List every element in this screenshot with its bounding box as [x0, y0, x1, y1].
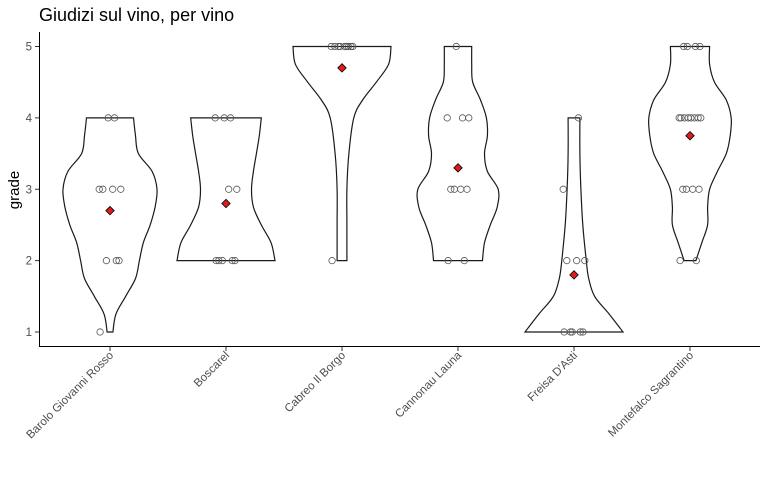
data-point [99, 185, 107, 193]
data-point [581, 257, 589, 265]
data-point [452, 42, 460, 51]
violins-layer [62, 45, 733, 333]
mean-marker [221, 198, 231, 209]
data-point [220, 114, 228, 122]
data-point [573, 257, 581, 265]
data-point [327, 42, 335, 51]
y-tick-label: 1 [26, 327, 32, 339]
data-point [447, 185, 455, 193]
y-axis-title: grade [6, 171, 23, 209]
data-point [559, 185, 567, 193]
data-point [691, 42, 700, 51]
data-point [231, 257, 239, 265]
y-tick-label: 5 [26, 42, 32, 54]
data-point [112, 257, 120, 265]
data-point [682, 185, 691, 193]
data-point [566, 328, 575, 336]
data-point [228, 257, 236, 265]
data-point [233, 185, 241, 193]
mean-marker [453, 163, 463, 173]
data-point [465, 114, 473, 122]
y-ticks-layer: 1 2 3 4 5 [26, 42, 39, 339]
data-point [579, 328, 587, 336]
data-point [215, 257, 223, 265]
data-point [457, 185, 465, 193]
y-tick-label: 4 [26, 113, 33, 125]
data-point [102, 257, 111, 265]
data-point [689, 185, 697, 193]
violin-1 [176, 117, 276, 262]
points-layer [95, 42, 705, 336]
violin-0 [62, 117, 158, 333]
data-point [676, 257, 684, 265]
data-point [684, 114, 692, 122]
x-tick-label: Montefalco Sagrantino [606, 350, 696, 440]
x-tick-label: Barolo Giovanni Rosso [24, 350, 116, 442]
data-point [683, 42, 691, 51]
data-point [104, 114, 112, 122]
data-point [692, 257, 700, 265]
data-point [694, 114, 702, 122]
data-point [344, 42, 352, 51]
means-layer [105, 63, 695, 280]
x-tick-label: Boscarel [192, 350, 232, 390]
data-point [679, 185, 687, 193]
data-point [460, 257, 468, 265]
x-tick-label: Cannonau Launa [393, 349, 464, 420]
y-tick-label: 2 [26, 256, 32, 268]
mean-marker [105, 205, 115, 216]
data-point [443, 114, 451, 122]
data-point [568, 328, 576, 336]
data-point [115, 257, 123, 265]
mean-marker [685, 130, 695, 141]
violin-3 [416, 45, 500, 262]
data-point [341, 42, 349, 51]
data-point [574, 114, 583, 122]
data-point [675, 114, 683, 122]
mean-marker [569, 270, 579, 280]
data-point [458, 114, 467, 122]
data-point [211, 114, 219, 122]
mean-marker [337, 63, 347, 73]
data-point [680, 42, 688, 51]
data-point [687, 114, 695, 122]
chart-title: Giudizi sul vino, per vino [39, 5, 235, 25]
violin-2 [292, 45, 392, 262]
data-point [117, 185, 125, 193]
data-point [576, 328, 584, 336]
x-ticks-layer: Barolo Giovanni Rosso Boscarel Cabreo Il B… [24, 347, 696, 441]
data-point [218, 257, 226, 265]
data-point [677, 114, 685, 122]
data-point [95, 185, 103, 193]
violin-5 [647, 45, 733, 262]
violin-4 [523, 117, 625, 333]
data-point [225, 185, 233, 193]
data-point [695, 185, 703, 193]
data-point [328, 257, 336, 265]
data-point [96, 328, 104, 336]
data-point [336, 42, 344, 51]
data-point [109, 185, 117, 193]
data-point [331, 42, 339, 51]
axes-layer [39, 32, 760, 347]
data-point [444, 257, 452, 265]
y-tick-label: 3 [26, 184, 32, 196]
x-tick-label: Cabreo Il Borgo [283, 350, 348, 415]
data-point [463, 185, 471, 193]
data-point [563, 257, 571, 265]
data-point [696, 42, 704, 51]
x-tick-label: Freisa D'Asti [526, 350, 580, 404]
